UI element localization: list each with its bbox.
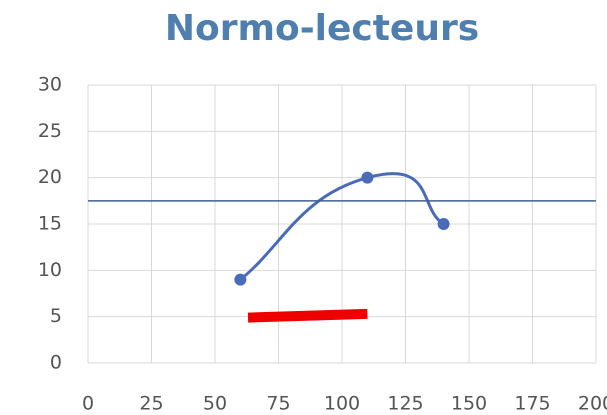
y-tick-label: 20 — [38, 166, 62, 188]
y-tick-label: 25 — [38, 120, 62, 142]
x-tick-label: 0 — [82, 393, 94, 415]
x-tick-label: 75 — [266, 393, 290, 415]
y-tick-label: 30 — [38, 74, 62, 96]
x-tick-label: 175 — [514, 393, 550, 415]
y-tick-label: 10 — [38, 259, 62, 281]
x-tick-label: 150 — [451, 393, 487, 415]
x-tick-label: 200 — [578, 393, 607, 415]
y-tick-label: 5 — [50, 305, 62, 327]
chart-title: Normo-lecteurs — [165, 8, 479, 49]
y-tick-label: 15 — [38, 213, 62, 235]
data-point — [234, 273, 247, 286]
data-point — [361, 171, 374, 184]
data-point — [437, 218, 450, 230]
x-tick-label: 50 — [203, 393, 227, 415]
x-tick-label: 125 — [387, 393, 423, 415]
y-tick-label: 0 — [50, 352, 62, 374]
x-tick-label: 25 — [139, 393, 163, 415]
x-tick-label: 100 — [324, 393, 360, 415]
series-line — [247, 308, 368, 323]
